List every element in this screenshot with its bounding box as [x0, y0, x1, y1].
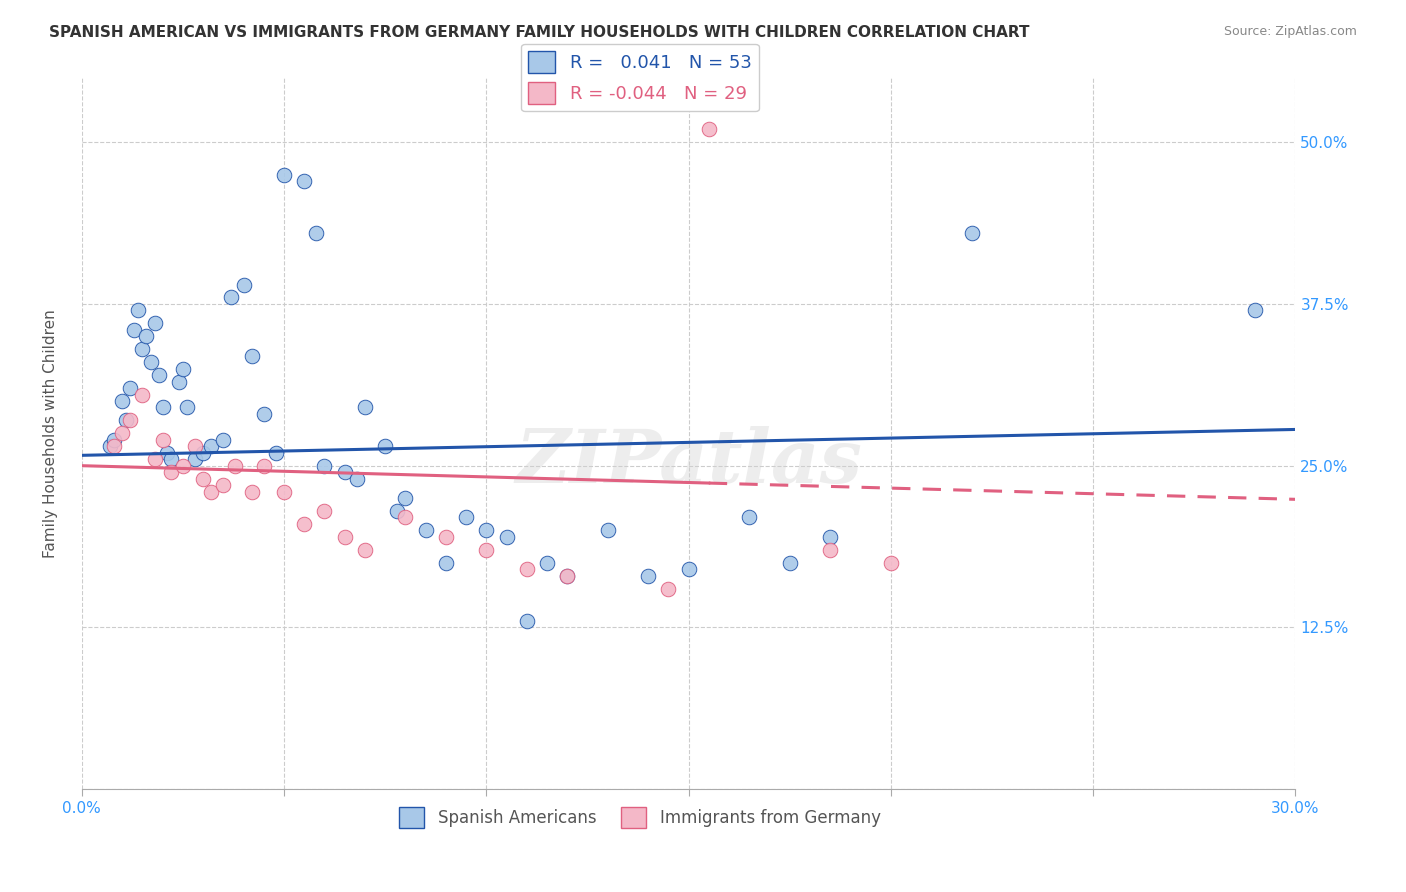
Point	[240, 349, 263, 363]
Point	[200, 439, 222, 453]
Point	[159, 452, 181, 467]
Point	[1244, 303, 1267, 318]
Point	[960, 226, 983, 240]
Point	[120, 381, 142, 395]
Point	[818, 542, 841, 557]
Point	[333, 465, 356, 479]
Point	[273, 484, 295, 499]
Point	[240, 484, 263, 499]
Point	[346, 472, 368, 486]
Point	[637, 568, 659, 582]
Point	[159, 465, 181, 479]
Point	[127, 303, 149, 318]
Point	[191, 446, 214, 460]
Point	[495, 530, 517, 544]
Point	[120, 413, 142, 427]
Point	[657, 582, 679, 596]
Point	[253, 407, 276, 421]
Point	[135, 329, 157, 343]
Point	[115, 413, 138, 427]
Point	[184, 452, 207, 467]
Point	[374, 439, 396, 453]
Point	[475, 524, 498, 538]
Point	[516, 614, 538, 628]
Point	[191, 472, 214, 486]
Point	[292, 174, 315, 188]
Point	[172, 361, 194, 376]
Point	[779, 556, 801, 570]
Text: Source: ZipAtlas.com: Source: ZipAtlas.com	[1223, 25, 1357, 38]
Text: SPANISH AMERICAN VS IMMIGRANTS FROM GERMANY FAMILY HOUSEHOLDS WITH CHILDREN CORR: SPANISH AMERICAN VS IMMIGRANTS FROM GERM…	[49, 25, 1029, 40]
Point	[167, 375, 190, 389]
Point	[98, 439, 121, 453]
Point	[354, 542, 377, 557]
Point	[224, 458, 246, 473]
Point	[697, 122, 720, 136]
Point	[152, 401, 174, 415]
Point	[314, 504, 336, 518]
Point	[394, 491, 416, 505]
Point	[176, 401, 198, 415]
Point	[475, 542, 498, 557]
Point	[536, 556, 558, 570]
Point	[253, 458, 276, 473]
Point	[212, 478, 235, 492]
Legend: Spanish Americans, Immigrants from Germany: Spanish Americans, Immigrants from Germa…	[392, 801, 887, 834]
Point	[232, 277, 254, 292]
Point	[818, 530, 841, 544]
Point	[212, 433, 235, 447]
Text: ZIPatlas: ZIPatlas	[515, 425, 862, 498]
Point	[555, 568, 578, 582]
Point	[880, 556, 903, 570]
Point	[434, 530, 457, 544]
Point	[434, 556, 457, 570]
Point	[156, 446, 179, 460]
Point	[152, 433, 174, 447]
Point	[200, 484, 222, 499]
Point	[678, 562, 700, 576]
Point	[143, 452, 166, 467]
Point	[131, 387, 153, 401]
Point	[354, 401, 377, 415]
Point	[221, 290, 243, 304]
Point	[596, 524, 619, 538]
Point	[111, 394, 134, 409]
Point	[314, 458, 336, 473]
Point	[555, 568, 578, 582]
Point	[143, 316, 166, 330]
Point	[273, 168, 295, 182]
Y-axis label: Family Households with Children: Family Households with Children	[44, 309, 58, 558]
Point	[516, 562, 538, 576]
Point	[184, 439, 207, 453]
Point	[394, 510, 416, 524]
Point	[415, 524, 437, 538]
Point	[738, 510, 761, 524]
Point	[454, 510, 477, 524]
Point	[103, 439, 125, 453]
Point	[139, 355, 162, 369]
Point	[111, 426, 134, 441]
Point	[172, 458, 194, 473]
Point	[292, 516, 315, 531]
Point	[103, 433, 125, 447]
Point	[387, 504, 409, 518]
Point	[131, 342, 153, 356]
Point	[264, 446, 287, 460]
Point	[305, 226, 328, 240]
Point	[148, 368, 170, 383]
Point	[333, 530, 356, 544]
Point	[124, 323, 146, 337]
